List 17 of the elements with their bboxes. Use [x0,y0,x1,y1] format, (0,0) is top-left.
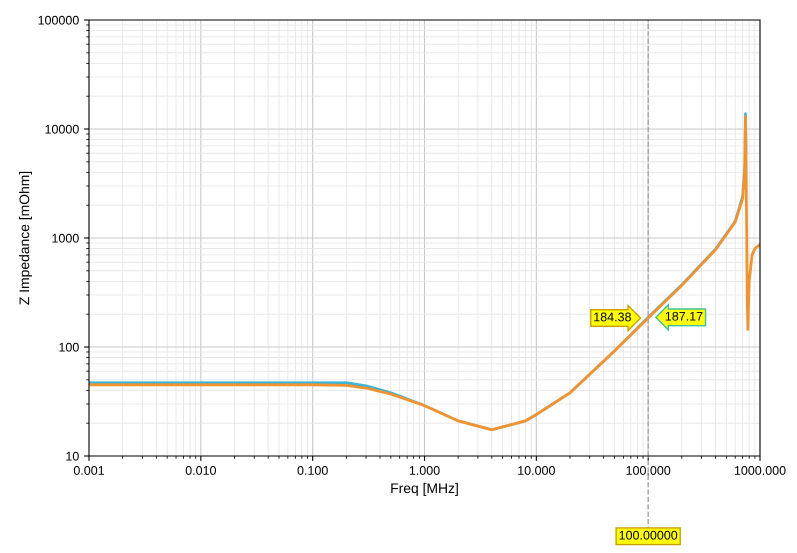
y-tick-label: 100000 [38,16,79,25]
y-tick-label: 100 [59,342,79,352]
x-tick-label: 1000.000 [734,466,786,475]
y-axis-title: Z Impedance [mOhm] [19,172,32,305]
x-tick-label: 0.010 [186,466,216,475]
y-tick-label: 10 [66,452,79,461]
x-tick-label: 10.000 [518,466,555,475]
x-tick-label: 0.001 [74,466,104,475]
x-tick-label: 0.100 [298,466,328,475]
y-tick-label: 10000 [45,124,79,134]
y-tick-label: 1000 [52,234,79,243]
x-tick-label: 100.000 [626,466,670,475]
x-tick-label: 1.000 [410,466,440,475]
annotation: 187.17 [666,312,702,321]
annotation: 184.38 [594,312,631,322]
x-axis-title: Freq [MHz] [391,482,458,496]
ref-line-label: 100.00000 [620,530,678,540]
